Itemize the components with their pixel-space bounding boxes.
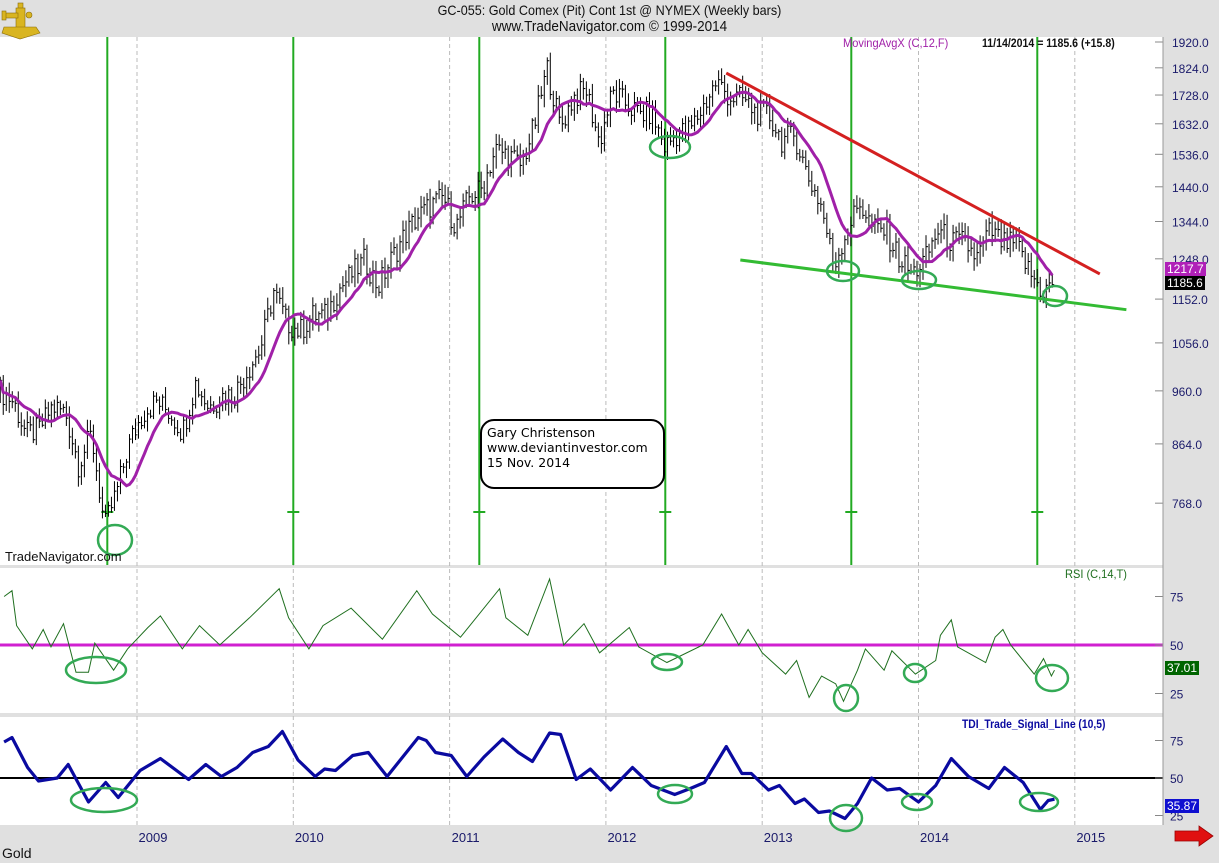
x-axis-strip (0, 825, 1219, 863)
x-tick-label: 2013 (764, 830, 793, 845)
highlight-circle (900, 269, 938, 291)
panel-divider (0, 713, 1163, 717)
symbol-label: Gold (2, 845, 32, 861)
close-value-box: 1185.6 (1165, 276, 1205, 290)
chart-title: GC-055: Gold Comex (Pit) Cont 1st @ NYME… (437, 2, 782, 18)
x-tick-label: 2014 (920, 830, 949, 845)
annotation-website: www.deviantinvestor.com (487, 440, 648, 455)
panel-divider (0, 565, 1163, 568)
highlight-circle (1041, 284, 1069, 308)
tdi-line (3, 729, 1055, 821)
highlight-circle (96, 523, 134, 557)
rsi-label: RSI (C,14,T) (1065, 567, 1127, 581)
y-tick-label: 864.0 (1172, 438, 1202, 452)
y-axis-strip (1163, 37, 1219, 863)
highlight-circle (828, 803, 864, 833)
chart-subtitle: www.TradeNavigator.com © 1999-2014 (491, 18, 728, 35)
y-tick-label: 1920.0 (1172, 36, 1209, 50)
tdi-label: TDI_Trade_Signal_Line (10,5) (962, 717, 1106, 731)
y-tick-label: 1152.0 (1172, 293, 1208, 307)
annotation-date: 15 Nov. 2014 (487, 455, 571, 470)
highlight-circle (69, 786, 139, 814)
highlight-circle (648, 134, 692, 160)
x-tick-label: 2012 (607, 830, 636, 845)
x-tick-label: 2009 (139, 830, 168, 845)
highlight-circle (900, 792, 934, 812)
y-tick-label: 75 (1170, 591, 1184, 605)
y-tick-label: 1728.0 (1172, 89, 1209, 103)
watermark: TradeNavigator.com (5, 549, 122, 564)
y-tick-label: 50 (1170, 639, 1184, 653)
y-tick-label: 1056.0 (1172, 337, 1209, 351)
annotation-box: Gary Christenson www.deviantinvestor.com… (480, 419, 665, 489)
y-tick-label: 1536.0 (1172, 148, 1209, 162)
y-tick-label: 1632.0 (1172, 118, 1209, 132)
highlight-circle (64, 655, 128, 685)
sextant-icon (1, 2, 41, 40)
highlight-circle (1034, 663, 1070, 693)
last-quote: 11/14/2014 = 1185.6 (+15.8) (982, 36, 1115, 50)
ma-value-box: 1217.7 (1165, 262, 1206, 276)
x-tick-label: 2015 (1076, 830, 1105, 845)
y-tick-label: 1440.0 (1172, 181, 1209, 195)
highlight-circle (1018, 791, 1060, 813)
resistance-trendline (725, 71, 1101, 276)
y-tick-label: 50 (1170, 772, 1184, 786)
rsi-line (3, 577, 1055, 703)
highlight-circle (832, 683, 860, 713)
y-tick-label: 25 (1170, 688, 1184, 702)
y-tick-label: 960.0 (1172, 385, 1202, 399)
x-tick-label: 2010 (295, 830, 324, 845)
y-tick-label: 75 (1170, 735, 1184, 749)
y-tick-label: 768.0 (1172, 497, 1202, 511)
header-bar (0, 0, 1219, 37)
next-page-arrow-icon[interactable] (1174, 825, 1214, 847)
annotation-author: Gary Christenson (487, 425, 596, 440)
y-tick-label: 25 (1170, 810, 1184, 824)
ma-legend: MovingAvgX (C,12,F) (843, 36, 949, 50)
y-tick-label: 1824.0 (1172, 62, 1209, 76)
highlight-circle (825, 259, 861, 283)
tdi-value-box: 35.87 (1165, 799, 1200, 813)
y-tick-label: 1344.0 (1172, 216, 1209, 230)
highlight-circle (902, 662, 928, 684)
moving-average-line (0, 90, 1054, 488)
highlight-circle (656, 783, 694, 805)
rsi-value-box: 37.01 (1165, 661, 1200, 675)
x-tick-label: 2011 (452, 830, 480, 845)
highlight-circle (650, 652, 684, 672)
